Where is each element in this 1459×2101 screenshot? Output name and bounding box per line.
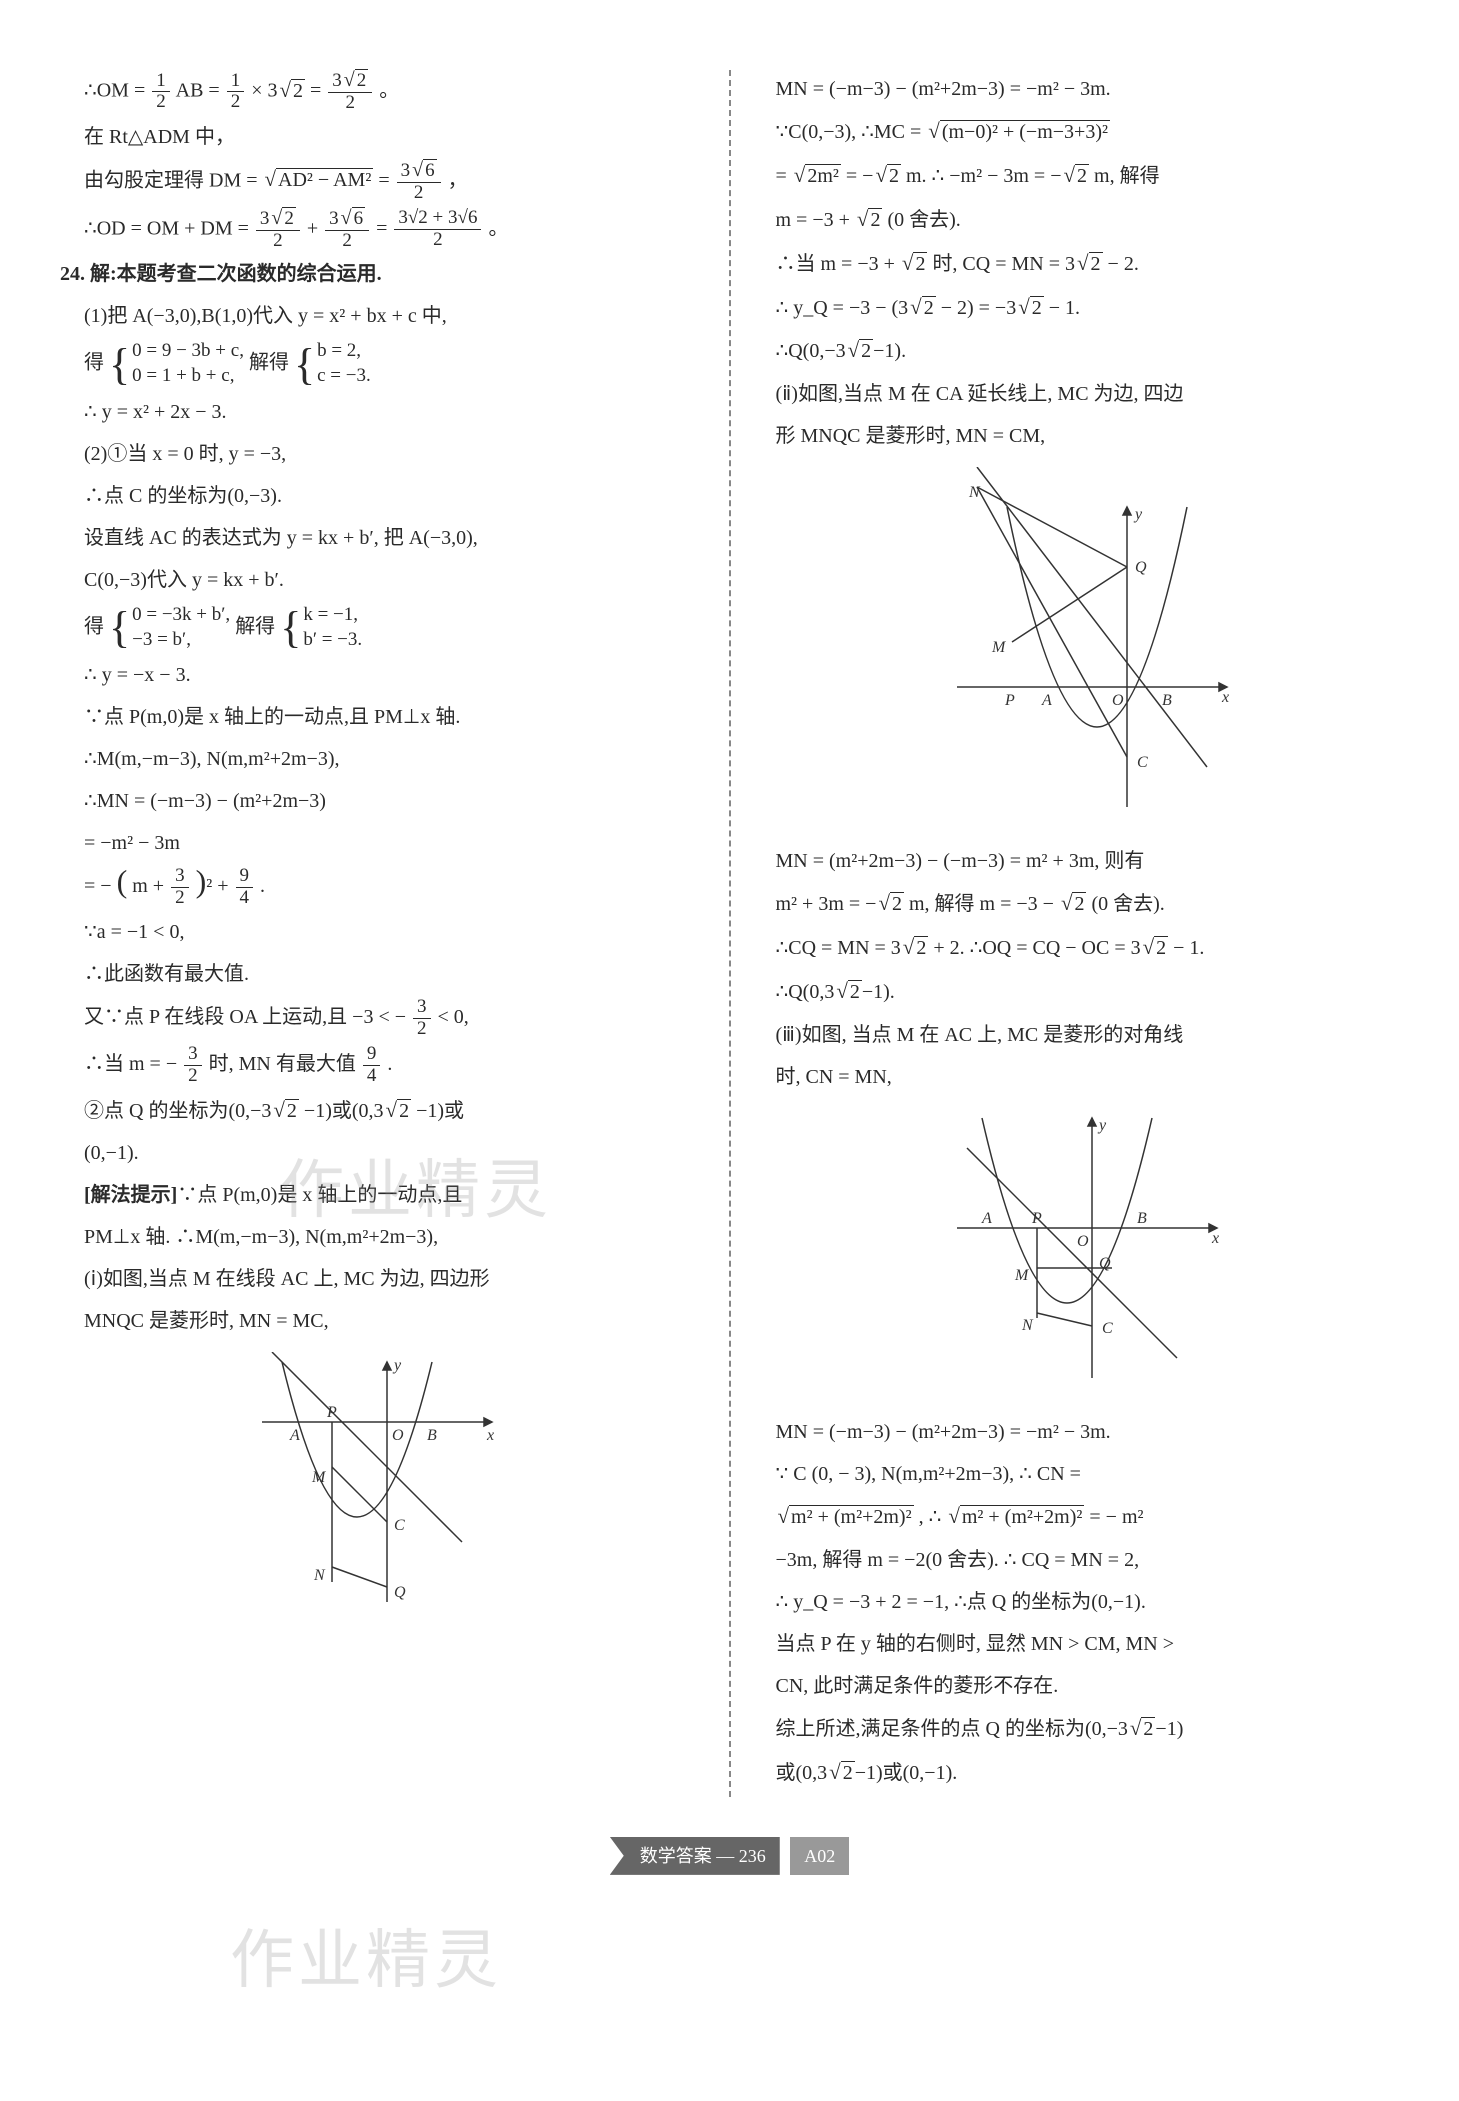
p2o-cont: (0,−1). [60, 1134, 684, 1172]
r6: ∴ y_Q = −3 − (32 − 2) = −32 − 1. [776, 288, 1400, 328]
svg-text:y: y [1133, 506, 1143, 523]
page-footer: 数学答案 — 236 A02 [60, 1837, 1399, 1875]
r19: −3m, 解得 m = −2(0 舍去). ∴ CQ = MN = 2, [776, 1541, 1400, 1579]
q24-header: 24. 解:本题考查二次函数的综合运用. [60, 255, 684, 293]
svg-text:Q: Q [394, 1584, 406, 1601]
svg-text:C: C [1102, 1320, 1113, 1337]
hint-line2: PM⊥x 轴. ∴M(m,−m−3), N(m,m²+2m−3), [60, 1218, 684, 1256]
r2: ∵C(0,−3), ∴MC = (m−0)² + (−m−3+3)² [776, 112, 1400, 152]
r21: 当点 P 在 y 轴的右侧时, 显然 MN > CM, MN > [776, 1625, 1400, 1663]
column-divider [729, 70, 731, 1797]
hint-label: [解法提示] [84, 1184, 177, 1206]
part1-result: ∴ y = x² + 2x − 3. [60, 393, 684, 431]
r10: MN = (m²+2m−3) − (−m−3) = m² + 3m, 则有 [776, 842, 1400, 880]
r3: = 2m² = −2 m. ∴ −m² − 3m = −2 m, 解得 [776, 156, 1400, 196]
r8: (ⅱ)如图,当点 M 在 CA 延长线上, MC 为边, 四边 [776, 375, 1400, 413]
p2h: ∴MN = (−m−3) − (m²+2m−3) [60, 782, 684, 820]
p2c: 设直线 AC 的表达式为 y = kx + b′, 把 A(−3,0), [60, 519, 684, 557]
p2f: ∵点 P(m,0)是 x 轴上的一动点,且 PM⊥x 轴. [60, 698, 684, 736]
svg-text:N: N [313, 1567, 326, 1584]
r7: ∴Q(0,−32−1). [776, 331, 1400, 371]
footer-tag: A02 [790, 1837, 849, 1875]
part1-sub: (1)把 A(−3,0),B(1,0)代入 y = x² + bx + c 中, [60, 297, 684, 335]
svg-text:O: O [1112, 692, 1124, 709]
watermark-2: 作业精灵 [230, 1900, 502, 2022]
p2i: = −m² − 3m [60, 824, 684, 862]
part1-system: 得 {0 = 9 − 3b + c,0 = 1 + b + c, 解得 {b =… [60, 339, 684, 388]
svg-text:Q: Q [1099, 1255, 1111, 1272]
svg-text:A: A [1041, 692, 1052, 709]
r9: 形 MNQC 是菱形时, MN = CM, [776, 417, 1400, 455]
svg-text:P: P [1004, 692, 1015, 709]
r12: ∴CQ = MN = 32 + 2. ∴OQ = CQ − OC = 32 − … [776, 928, 1400, 968]
svg-text:N: N [968, 484, 981, 501]
svg-text:x: x [486, 1427, 494, 1444]
left-column: ∴OM = 12 AB = 12 × 32 = 322 。 在 Rt△ADM 中… [60, 70, 684, 1797]
r23: 综上所述,满足条件的点 Q 的坐标为(0,−32−1) [776, 1709, 1400, 1749]
hint-line3: (ⅰ)如图,当点 M 在线段 AC 上, MC 为边, 四边形 [60, 1260, 684, 1298]
r17: ∵ C (0, − 3), N(m,m²+2m−3), ∴ CN = [776, 1455, 1400, 1493]
svg-text:x: x [1221, 689, 1229, 706]
r4: m = −3 + 2 (0 舍去). [776, 200, 1400, 240]
footer-label: 数学答案 — 236 [610, 1837, 780, 1875]
eq-od: ∴OD = OM + DM = 322 + 362 = 3√2 + 3√62 。 [60, 208, 684, 252]
r14: (ⅲ)如图, 当点 M 在 AC 上, MC 是菱形的对角线 [776, 1016, 1400, 1054]
q24-number: 24. [60, 263, 85, 285]
svg-text:O: O [392, 1427, 404, 1444]
svg-text:B: B [1137, 1210, 1147, 1227]
p2-system: 得 {0 = −3k + b′,−3 = b′, 解得 {k = −1,b′ =… [60, 603, 684, 652]
svg-text:N: N [1021, 1317, 1034, 1334]
svg-text:B: B [427, 1427, 437, 1444]
eq-dm: 由勾股定理得 DM = AD² − AM² = 362 ， [60, 160, 684, 204]
hint-line4: MNQC 是菱形时, MN = MC, [60, 1302, 684, 1340]
svg-text:C: C [394, 1517, 405, 1534]
p2m: 又∵点 P 在线段 OA 上运动,且 −3 < − 32 < 0, [60, 997, 684, 1040]
p2d: C(0,−3)代入 y = kx + b′. [60, 561, 684, 599]
svg-text:C: C [1137, 754, 1148, 771]
svg-text:M: M [1014, 1267, 1030, 1284]
rt-adm: 在 Rt△ADM 中， [60, 118, 684, 156]
r24: 或(0,32−1)或(0,−1). [776, 1753, 1400, 1793]
graph-1: y x A O B P M C N Q [60, 1352, 684, 1625]
svg-text:M: M [311, 1469, 327, 1486]
eq-om: ∴OM = 12 AB = 12 × 32 = 322 。 [60, 70, 684, 114]
svg-text:M: M [991, 639, 1007, 656]
p2o: ②点 Q 的坐标为(0,−32 −1)或(0,32 −1)或 [60, 1091, 684, 1131]
p2b: ∴点 C 的坐标为(0,−3). [60, 477, 684, 515]
svg-text:O: O [1077, 1233, 1089, 1250]
p2e: ∴ y = −x − 3. [60, 656, 684, 694]
svg-text:A: A [289, 1427, 300, 1444]
graph-3: y A P M O Q B x N C [776, 1108, 1400, 1401]
r20: ∴ y_Q = −3 + 2 = −1, ∴点 Q 的坐标为(0,−1). [776, 1583, 1400, 1621]
right-column: MN = (−m−3) − (m²+2m−3) = −m² − 3m. ∵C(0… [776, 70, 1400, 1797]
r1: MN = (−m−3) − (m²+2m−3) = −m² − 3m. [776, 70, 1400, 108]
r11: m² + 3m = −2 m, 解得 m = −3 − 2 (0 舍去). [776, 884, 1400, 924]
svg-text:B: B [1162, 692, 1172, 709]
r16: MN = (−m−3) − (m²+2m−3) = −m² − 3m. [776, 1413, 1400, 1451]
graph-2: N y Q M P A O B x C [776, 467, 1400, 830]
svg-text:x: x [1211, 1230, 1219, 1247]
svg-text:A: A [981, 1210, 992, 1227]
svg-text:P: P [326, 1404, 337, 1421]
r18: m² + (m²+2m)² , ∴ m² + (m²+2m)² = − m² [776, 1497, 1400, 1537]
svg-text:y: y [392, 1357, 402, 1374]
p2j: = − ( m + 32 )² + 94 . [60, 866, 684, 909]
page-columns: ∴OM = 12 AB = 12 × 32 = 322 。 在 Rt△ADM 中… [60, 70, 1399, 1797]
p2l: ∴此函数有最大值. [60, 955, 684, 993]
r13: ∴Q(0,32−1). [776, 972, 1400, 1012]
svg-text:y: y [1097, 1117, 1107, 1134]
p2a: (2)①当 x = 0 时, y = −3, [60, 435, 684, 473]
svg-text:P: P [1031, 1210, 1042, 1227]
p2k: ∵a = −1 < 0, [60, 913, 684, 951]
p2g: ∴M(m,−m−3), N(m,m²+2m−3), [60, 740, 684, 778]
hint-line1: [解法提示]∵点 P(m,0)是 x 轴上的一动点,且 [60, 1176, 684, 1214]
r15: 时, CN = MN, [776, 1058, 1400, 1096]
p2n: ∴当 m = − 32 时, MN 有最大值 94 . [60, 1044, 684, 1087]
r5: ∴当 m = −3 + 2 时, CQ = MN = 32 − 2. [776, 244, 1400, 284]
svg-text:Q: Q [1135, 559, 1147, 576]
r22: CN, 此时满足条件的菱形不存在. [776, 1667, 1400, 1705]
